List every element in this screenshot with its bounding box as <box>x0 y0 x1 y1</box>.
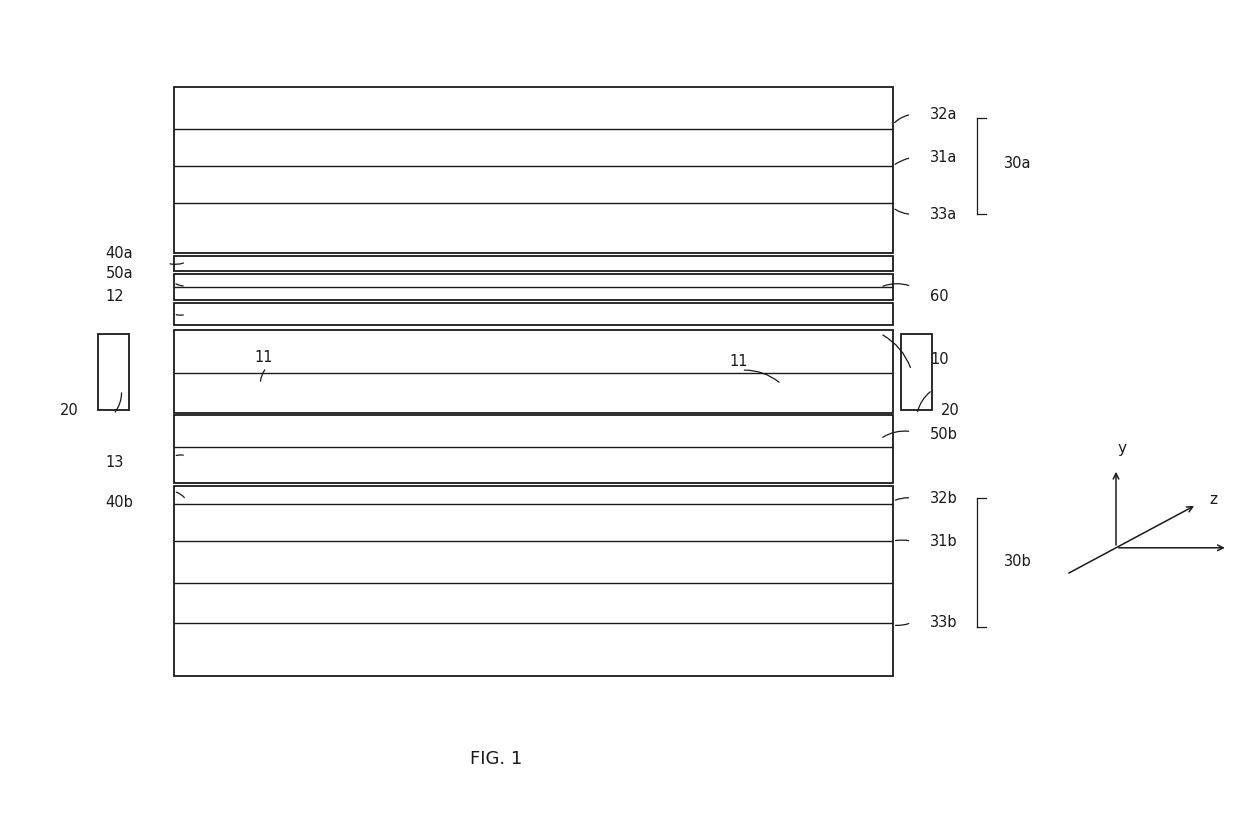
Bar <box>98 334 129 410</box>
Text: 40b: 40b <box>105 495 133 510</box>
Text: 11: 11 <box>254 350 273 365</box>
Text: 20: 20 <box>60 403 78 418</box>
Text: 50a: 50a <box>105 266 133 281</box>
Bar <box>174 303 893 325</box>
Bar <box>174 486 893 676</box>
Text: 11: 11 <box>729 354 748 369</box>
Text: 32a: 32a <box>930 107 957 122</box>
Text: 32b: 32b <box>930 491 957 505</box>
Text: 31a: 31a <box>930 150 957 165</box>
Text: 30a: 30a <box>1004 156 1032 171</box>
Text: z: z <box>1209 492 1216 507</box>
Bar <box>174 415 893 483</box>
Text: 50b: 50b <box>930 427 957 442</box>
Text: 33b: 33b <box>930 615 957 630</box>
Text: 30b: 30b <box>1004 554 1032 569</box>
Text: 31b: 31b <box>930 534 957 549</box>
Text: 33a: 33a <box>930 207 957 222</box>
Text: 12: 12 <box>105 289 124 304</box>
Text: 10: 10 <box>930 352 949 367</box>
Bar <box>174 330 893 413</box>
Text: 60: 60 <box>930 289 949 304</box>
Bar <box>174 256 893 271</box>
Text: 40a: 40a <box>105 246 133 261</box>
Text: FIG. 1: FIG. 1 <box>470 750 522 769</box>
Bar <box>174 87 893 253</box>
Text: y: y <box>1117 442 1127 456</box>
Text: 20: 20 <box>941 403 960 418</box>
Bar <box>901 334 932 410</box>
Bar <box>174 274 893 300</box>
Text: 13: 13 <box>105 455 124 470</box>
